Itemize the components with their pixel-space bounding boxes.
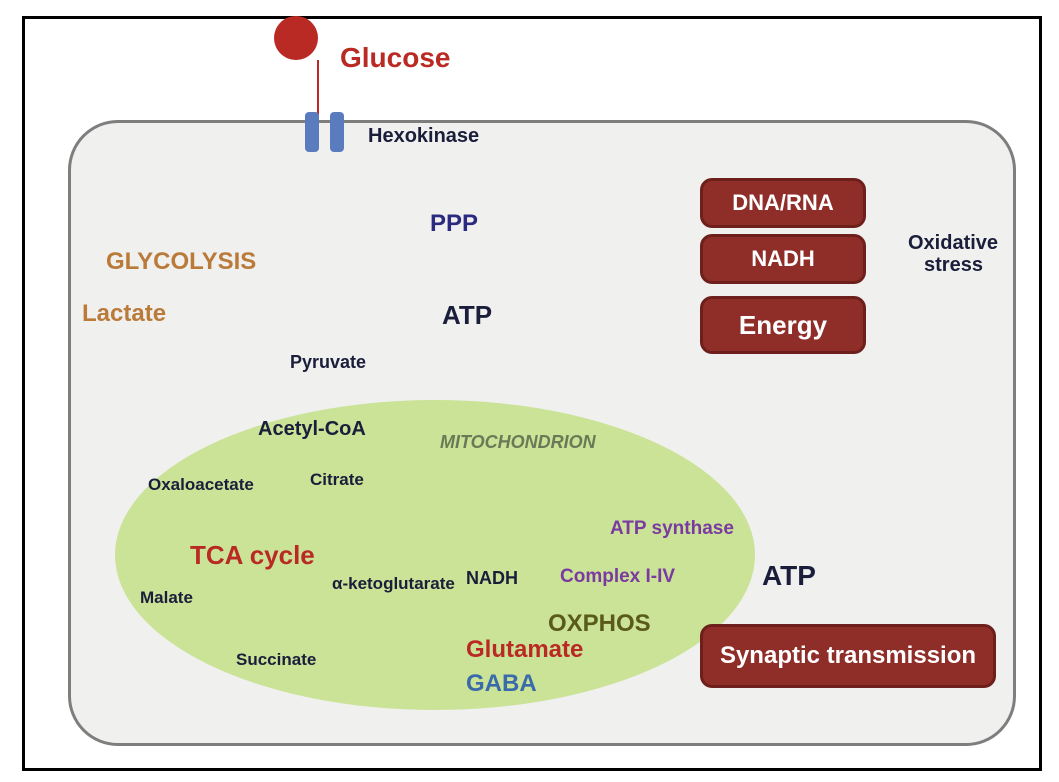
diagram-stage: MITOCHONDRION Glucose Hexokinase GLYCOLYSIS… [0, 0, 1059, 782]
oxstress-label1: Oxidative [908, 232, 998, 255]
tca-label: TCA cycle [190, 540, 315, 571]
energy-box: Energy [700, 296, 866, 354]
glutamate-label: Glutamate [466, 636, 583, 664]
oxphos-nadh-label: NADH [466, 568, 518, 589]
glucose-icon [274, 16, 318, 60]
dnarna-box: DNA/RNA [700, 178, 866, 228]
tca-malate-label: Malate [140, 588, 193, 608]
lactate-label: Lactate [82, 300, 166, 328]
complex-label: Complex I-IV [560, 566, 675, 588]
gaba-label: GABA [466, 670, 537, 698]
tca-aketo-label: α-ketoglutarate [332, 574, 455, 594]
ppp-label: PPP [430, 210, 478, 238]
tca-succinate-label: Succinate [236, 650, 316, 670]
synaptic-box: Synaptic transmission [700, 624, 996, 688]
hexokinase-label: Hexokinase [368, 125, 479, 148]
nadh-box: NADH [700, 234, 866, 284]
oxphos-label: OXPHOS [548, 610, 651, 638]
transporter-right [330, 112, 344, 152]
atp-synthase-label: ATP synthase [610, 518, 734, 540]
tca-oxaloacetate-label: Oxaloacetate [148, 475, 254, 495]
atp-glycolysis-label: ATP [442, 300, 492, 331]
tca-citrate-label: Citrate [310, 470, 364, 490]
oxphos-atp-label: ATP [762, 560, 816, 592]
pyruvate-label: Pyruvate [290, 352, 366, 373]
oxstress-label2: stress [924, 254, 983, 277]
transporter-left [305, 112, 319, 152]
mitochondrion-label: MITOCHONDRION [440, 432, 596, 453]
glycolysis-label: GLYCOLYSIS [106, 248, 256, 276]
acetylcoa-label: Acetyl-CoA [258, 418, 366, 441]
glucose-label: Glucose [340, 42, 450, 74]
